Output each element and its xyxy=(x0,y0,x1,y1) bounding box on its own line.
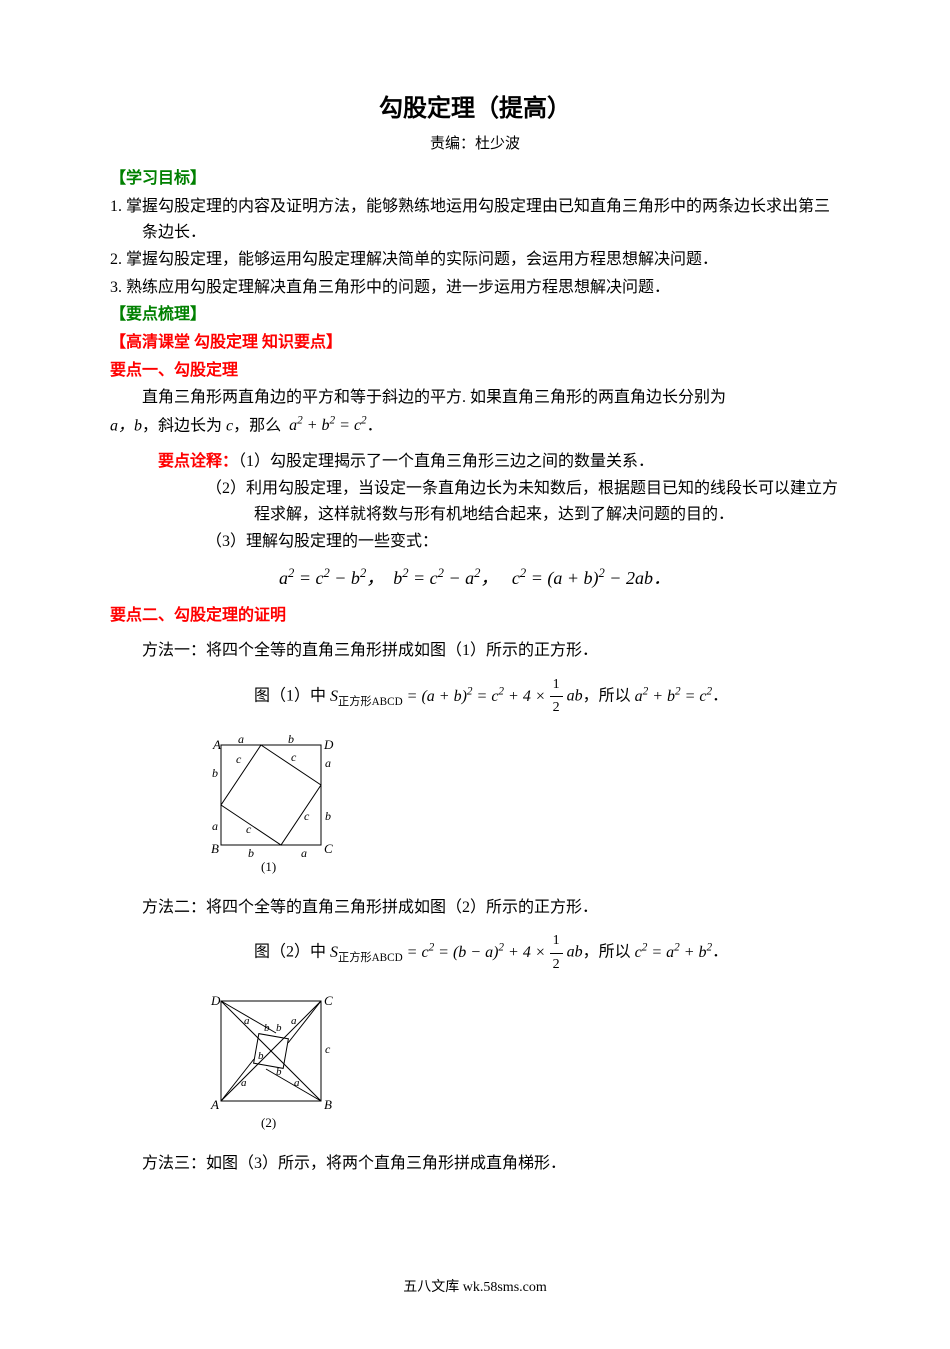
interpret-item: （2）利用勾股定理，当设定一条直角边长为未知数后，根据题目已知的线段长可以建立方… xyxy=(110,476,840,527)
point1-formula-line: a，b，斜边长为 c，那么 a2 + b2 = c2． xyxy=(110,413,840,439)
svg-text:D: D xyxy=(323,737,334,752)
learning-goals-header: 【学习目标】 xyxy=(110,166,840,192)
svg-text:c: c xyxy=(246,822,252,836)
svg-text:a: a xyxy=(244,1015,250,1027)
page-footer: 五八文库 wk.58sms.com xyxy=(110,1277,840,1299)
interpret-item: （1）勾股定理揭示了一个直角三角形三边之间的数量关系． xyxy=(238,453,654,470)
gaoqing-header: 【高清课堂 勾股定理 知识要点】 xyxy=(110,330,840,356)
yaodian-header: 【要点梳理】 xyxy=(110,302,840,328)
svg-text:c: c xyxy=(291,750,297,764)
frac-den: 2 xyxy=(550,697,563,719)
point1-text: 直角三角形两直角边的平方和等于斜边的平方. 如果直角三角形的两直角边长分别为 xyxy=(110,385,840,411)
method2-formula: 图（2）中 S正方形ABCD = c2 = (b − a)2 + 4 × 12 … xyxy=(110,930,840,976)
goal-item: 3. 熟练应用勾股定理解决直角三角形中的问题，进一步运用方程思想解决问题． xyxy=(110,275,840,301)
diagram1: A D B C a b b a a b b a c c c c (1) xyxy=(110,735,840,875)
svg-text:a: a xyxy=(294,1077,300,1089)
method2-text: 方法二：将四个全等的直角三角形拼成如图（2）所示的正方形． xyxy=(110,895,840,921)
goal-item: 1. 掌握勾股定理的内容及证明方法，能够熟练地运用勾股定理由已知直角三角形中的两… xyxy=(110,194,840,245)
document-subtitle: 责编：杜少波 xyxy=(110,132,840,156)
document-title: 勾股定理（提高） xyxy=(110,90,840,128)
point1-text-part1: 直角三角形两直角边的平方和等于斜边的平方. 如果直角三角形的两直角边长分别为 xyxy=(142,389,726,406)
svg-text:c: c xyxy=(236,752,242,766)
text-end: ． xyxy=(367,417,383,434)
svg-text:C: C xyxy=(324,993,333,1008)
svg-text:a: a xyxy=(325,756,331,770)
point1-header: 要点一、勾股定理 xyxy=(110,358,840,384)
svg-text:a: a xyxy=(238,735,244,746)
svg-text:b: b xyxy=(248,846,254,860)
svg-text:c: c xyxy=(325,1042,331,1056)
svg-text:(1): (1) xyxy=(261,859,276,874)
svg-text:a: a xyxy=(241,1077,247,1089)
svg-text:c: c xyxy=(304,809,310,823)
interpret-label: 要点诠释： xyxy=(110,453,238,470)
svg-text:b: b xyxy=(325,809,331,823)
method1-prefix: 图（1）中 xyxy=(254,688,326,705)
variant-formula: a2 = c2 − b2， b2 = c2 − a2， c2 = (a + b)… xyxy=(110,563,840,593)
svg-text:a: a xyxy=(301,846,307,860)
svg-text:B: B xyxy=(211,841,219,856)
goal-item: 2. 掌握勾股定理，能够运用勾股定理解决简单的实际问题，会运用方程思想解决问题． xyxy=(110,247,840,273)
point2-header: 要点二、勾股定理的证明 xyxy=(110,603,840,629)
svg-text:b: b xyxy=(258,1050,264,1062)
svg-text:b: b xyxy=(264,1022,270,1034)
svg-text:C: C xyxy=(324,841,333,856)
frac-num: 1 xyxy=(550,674,563,697)
frac-num: 1 xyxy=(550,930,563,953)
method1-formula: 图（1）中 S正方形ABCD = (a + b)2 = c2 + 4 × 12 … xyxy=(110,674,840,720)
svg-text:b: b xyxy=(212,766,218,780)
frac-den: 2 xyxy=(550,954,563,976)
text-part: ，那么 xyxy=(233,417,281,434)
svg-text:B: B xyxy=(324,1097,332,1112)
main-formula: a2 + b2 = c2 xyxy=(285,417,366,434)
method2-prefix: 图（2）中 xyxy=(254,944,326,961)
svg-text:b: b xyxy=(288,735,294,746)
method1-text: 方法一：将四个全等的直角三角形拼成如图（1）所示的正方形． xyxy=(110,638,840,664)
interpret-block: 要点诠释：（1）勾股定理揭示了一个直角三角形三边之间的数量关系． xyxy=(110,449,840,475)
svg-text:A: A xyxy=(212,737,221,752)
math-ab: a，b xyxy=(110,417,142,434)
svg-text:A: A xyxy=(210,1097,219,1112)
svg-text:a: a xyxy=(291,1015,297,1027)
svg-text:a: a xyxy=(212,819,218,833)
svg-text:b: b xyxy=(276,1022,282,1034)
svg-text:D: D xyxy=(210,993,221,1008)
diagram2: D C A B a a a a b b b b c (2) xyxy=(110,991,840,1131)
text-part: ，斜边长为 xyxy=(142,417,222,434)
interpret-item: （3）理解勾股定理的一些变式： xyxy=(110,529,840,555)
method3-text: 方法三：如图（3）所示，将两个直角三角形拼成直角梯形． xyxy=(110,1151,840,1177)
svg-text:(2): (2) xyxy=(261,1115,276,1130)
svg-text:b: b xyxy=(276,1066,282,1078)
